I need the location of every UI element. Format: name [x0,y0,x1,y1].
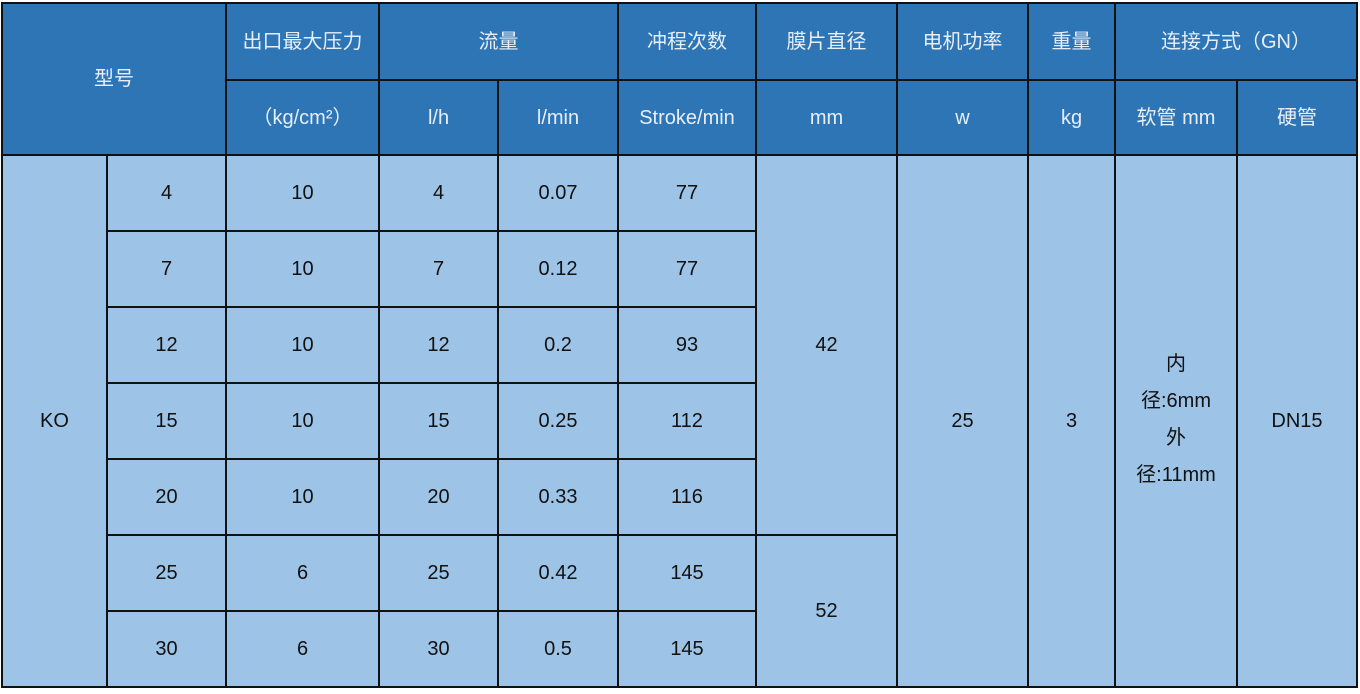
header-flow-lmin: l/min [497,79,619,156]
flow-lh-cell: 20 [378,458,499,536]
pressure-cell: 10 [225,230,380,308]
flow-lh-cell: 12 [378,306,499,384]
header-pressure-unit: （kg/cm²） [225,79,380,156]
header-diaphragm-unit: mm [755,79,898,156]
header-flow: 流量 [378,2,619,81]
stroke-cell: 77 [617,154,757,232]
header-weight: 重量 [1027,2,1116,81]
table-row: 25 6 25 0.42 145 52 [2,534,1357,688]
header-flow-lh: l/h [378,79,499,156]
flow-lmin-cell: 0.42 [497,534,619,612]
header-pressure: 出口最大压力 [225,2,380,81]
flow-lh-cell: 4 [378,154,499,232]
header-motor-unit: w [896,79,1029,156]
header-diaphragm: 膜片直径 [755,2,898,81]
flow-lh-cell: 25 [378,534,499,612]
table-row: KO 4 10 4 0.07 77 42 25 3 内径:6mm 外径:11mm DN15 [1,154,1358,688]
diaphragm-cell: 52 [755,534,898,688]
weight-cell: 3 [1027,154,1116,688]
stroke-cell: 116 [617,458,757,536]
stroke-cell: 112 [617,382,757,460]
model-cell: 20 [106,458,227,536]
table-row: 20 10 20 0.33 116 [2,458,1357,536]
diaphragm-cell: 42 [755,154,898,536]
hard-pipe-cell: DN15 [1236,154,1358,688]
flow-lmin-cell: 0.12 [497,230,619,308]
model-cell: 15 [106,382,227,460]
motor-cell: 25 [896,154,1029,688]
model-cell: 25 [106,534,227,612]
header-stroke-unit: Stroke/min [617,79,757,156]
stroke-cell: 93 [617,306,757,384]
header-soft-pipe: 软管 mm [1114,79,1238,156]
soft-pipe-line: 外 [1166,427,1186,449]
header-weight-unit: kg [1027,79,1116,156]
header-stroke: 冲程次数 [617,2,757,81]
pressure-cell: 10 [225,306,380,384]
header-motor: 电机功率 [896,2,1029,81]
table-row: 7 10 7 0.12 77 [2,230,1357,308]
flow-lh-cell: 7 [378,230,499,308]
model-cell: 30 [106,610,227,688]
model-cell: 7 [106,230,227,308]
header-connection: 连接方式（GN） [1114,2,1358,81]
pressure-cell: 10 [225,382,380,460]
series-cell: KO [1,154,108,688]
flow-lh-cell: 30 [378,610,499,688]
table-row: 30 6 30 0.5 145 [2,610,1357,688]
pressure-cell: 6 [225,610,380,688]
table-row: 12 10 12 0.2 93 [2,306,1357,384]
model-cell: 4 [106,154,227,232]
model-cell: 12 [106,306,227,384]
pressure-cell: 6 [225,534,380,612]
soft-pipe-line: 径:11mm [1136,464,1216,486]
soft-pipe-line: 径:6mm [1141,390,1211,412]
header-model: 型号 [1,2,227,156]
stroke-cell: 145 [617,534,757,612]
stroke-cell: 77 [617,230,757,308]
flow-lmin-cell: 0.07 [497,154,619,232]
header-hard-pipe: 硬管 [1236,79,1358,156]
flow-lh-cell: 15 [378,382,499,460]
soft-pipe-line: 内 [1166,353,1186,375]
soft-pipe-cell: 内径:6mm 外径:11mm [1114,154,1238,688]
flow-lmin-cell: 0.25 [497,382,619,460]
table-row: 15 10 15 0.25 112 [2,382,1357,460]
pressure-cell: 10 [225,458,380,536]
flow-lmin-cell: 0.2 [497,306,619,384]
stroke-cell: 145 [617,610,757,688]
flow-lmin-cell: 0.5 [497,610,619,688]
flow-lmin-cell: 0.33 [497,458,619,536]
pressure-cell: 10 [225,154,380,232]
